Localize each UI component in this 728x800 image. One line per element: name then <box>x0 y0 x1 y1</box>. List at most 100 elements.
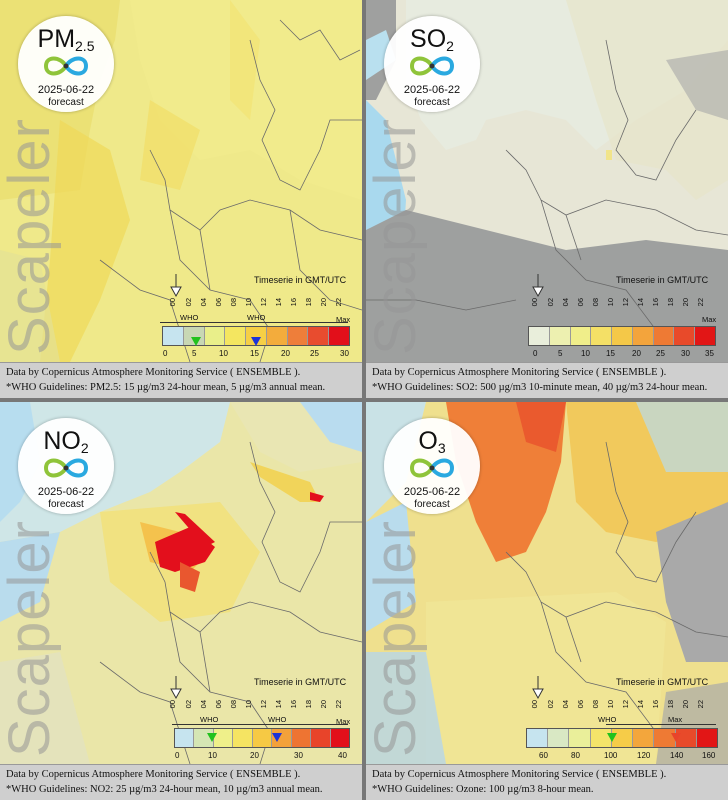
hour-tick: 00 <box>530 700 539 709</box>
scale-label: 60 <box>539 751 548 760</box>
scale-segment <box>612 327 633 345</box>
max-label: Max <box>668 715 683 724</box>
scale-label: 120 <box>637 751 651 760</box>
hour-tick: 04 <box>561 700 570 709</box>
timeserie-label: Timeserie in GMT/UTC <box>254 275 347 285</box>
scale-label: 5 <box>192 349 197 358</box>
hour-tick: 08 <box>229 298 238 307</box>
hour-tick: 16 <box>289 298 298 307</box>
who-marker-blue-icon <box>251 337 261 346</box>
scale-segment <box>674 327 696 345</box>
hour-tick: 14 <box>274 298 283 307</box>
forecast-label: forecast <box>414 97 450 108</box>
max-label: Max <box>336 315 351 324</box>
hour-tick: 06 <box>214 298 223 307</box>
hour-tick: 22 <box>696 700 705 709</box>
who-line <box>606 724 716 725</box>
scale-segment <box>632 327 654 345</box>
scale-label: 0 <box>533 349 538 358</box>
scale-label: 80 <box>571 751 580 760</box>
pm25-map <box>0 0 362 362</box>
current-time-arrow-icon <box>170 274 182 298</box>
footer-source: Data by Copernicus Atmosphere Monitoring… <box>6 367 301 378</box>
scale-label: 15 <box>606 349 615 358</box>
who-label: WHO <box>180 313 199 322</box>
hour-tick: 10 <box>244 700 253 709</box>
scale-segment <box>548 729 570 747</box>
hour-tick: 06 <box>576 298 585 307</box>
max-label: Max <box>336 717 351 726</box>
hour-tick: 14 <box>274 700 283 709</box>
scale-segment <box>175 729 195 747</box>
footer-source: Data by Copernicus Atmosphere Monitoring… <box>372 367 667 378</box>
panel-pm25: Scapeler PM2.5 2025-06-22 forecast Times… <box>0 0 362 398</box>
max-label: Max <box>702 315 717 324</box>
footer-who-guidelines: *WHO Guidelines: PM2.5: 15 µg/m3 24-hour… <box>6 382 326 393</box>
hour-tick: 18 <box>304 298 313 307</box>
scale-label: 30 <box>340 349 349 358</box>
watermark: Scapeler <box>0 118 62 355</box>
forecast-date: 2025-06-22 <box>403 84 461 96</box>
scale-segment <box>213 729 234 747</box>
color-scale <box>162 326 350 346</box>
who-marker-green-icon <box>191 337 201 346</box>
scale-segment <box>696 729 717 747</box>
panel-so2: Scapeler SO2 2025-06-22 forecast Timeser… <box>366 0 728 398</box>
current-time-arrow-icon <box>532 274 544 298</box>
who-marker-green-icon <box>607 733 617 742</box>
hour-tick: 20 <box>319 298 328 307</box>
watermark: Scapeler <box>366 118 428 355</box>
scale-segment <box>611 729 634 747</box>
footer-source: Data by Copernicus Atmosphere Monitoring… <box>6 769 301 780</box>
pollutant-badge: PM2.5 2025-06-22 forecast <box>18 16 114 112</box>
scale-segment <box>252 729 273 747</box>
hour-tick: 04 <box>199 700 208 709</box>
scale-segment <box>225 327 247 345</box>
scale-segment <box>287 327 309 345</box>
hour-tick: 16 <box>289 700 298 709</box>
scale-label: 0 <box>163 349 168 358</box>
scale-segment <box>633 729 655 747</box>
forecast-label: forecast <box>48 97 84 108</box>
scale-segment <box>163 327 184 345</box>
hour-tick: 12 <box>259 298 268 307</box>
footer-who-guidelines: *WHO Guidelines: SO2: 500 µg/m3 10-minut… <box>372 382 708 393</box>
hour-tick: 00 <box>168 298 177 307</box>
scale-segment <box>291 729 312 747</box>
hour-tick: 10 <box>244 298 253 307</box>
current-time-arrow-icon <box>170 676 182 700</box>
scapeler-logo-icon <box>409 56 455 76</box>
watermark: Scapeler <box>366 520 428 757</box>
who-label: WHO <box>200 715 219 724</box>
scale-segment <box>591 327 613 345</box>
watermark: Scapeler <box>0 520 62 757</box>
hour-tick: 16 <box>651 700 660 709</box>
scale-label: 40 <box>338 751 347 760</box>
footer-who-guidelines: *WHO Guidelines: Ozone: 100 µg/m3 8-hour… <box>372 784 594 795</box>
scale-label: 20 <box>632 349 641 358</box>
hour-tick: 02 <box>546 298 555 307</box>
hour-tick: 12 <box>259 700 268 709</box>
scapeler-logo-icon <box>43 458 89 478</box>
scale-segment <box>653 327 675 345</box>
hour-tick: 22 <box>334 298 343 307</box>
hour-tick: 20 <box>681 700 690 709</box>
scale-segment <box>529 327 550 345</box>
forecast-label: forecast <box>48 499 84 510</box>
hour-tick: 12 <box>621 298 630 307</box>
forecast-label: forecast <box>414 499 450 510</box>
hour-tick: 22 <box>696 298 705 307</box>
footer-source: Data by Copernicus Atmosphere Monitoring… <box>372 769 667 780</box>
hour-tick: 00 <box>530 298 539 307</box>
pollutant-name: PM2.5 <box>37 25 95 54</box>
scale-segment <box>549 327 571 345</box>
hour-tick: 08 <box>229 700 238 709</box>
who-marker-blue-icon <box>272 733 282 742</box>
scale-label: 140 <box>670 751 684 760</box>
scale-segment <box>266 327 288 345</box>
panel-no2: Scapeler NO2 2025-06-22 forecast Timeser… <box>0 402 362 800</box>
scale-label: 20 <box>281 349 290 358</box>
scale-label: 25 <box>310 349 319 358</box>
who-label: WHO <box>247 313 266 322</box>
hour-tick: 06 <box>214 700 223 709</box>
